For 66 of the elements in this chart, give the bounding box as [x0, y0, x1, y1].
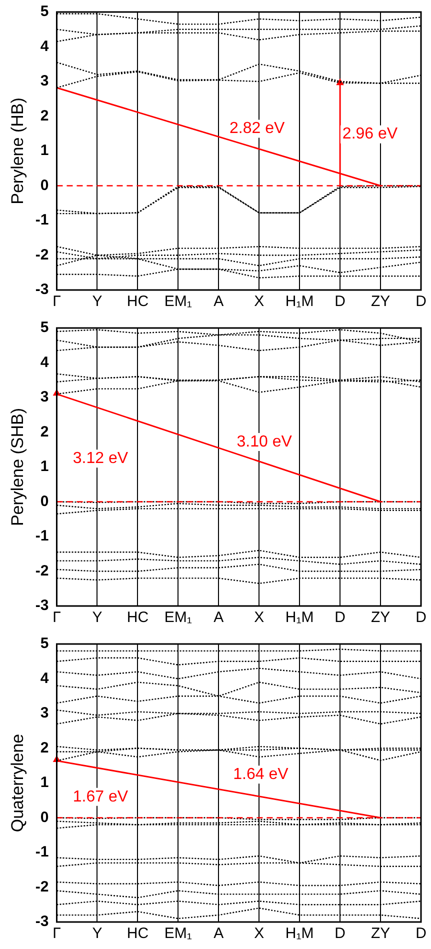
- y-tick-label: 5: [40, 635, 49, 652]
- y-tick-label: 0: [40, 492, 49, 510]
- x-tick-label: D: [416, 925, 427, 942]
- annotation: 1.67 eV: [72, 788, 128, 806]
- annotation: 3.12 eV: [72, 450, 128, 468]
- x-tick-label: D: [334, 609, 346, 626]
- x-tick-label: Y: [92, 293, 102, 310]
- x-tick-label: X: [254, 293, 264, 310]
- x-tick-label: EM₁: [164, 293, 192, 310]
- y-tick-label: 1: [40, 142, 49, 160]
- annotation: 2.96 eV: [342, 126, 398, 143]
- x-tick-label: ZY: [370, 925, 390, 942]
- y-tick-label: 3: [40, 704, 49, 722]
- y-tick-label: -2: [35, 562, 49, 580]
- y-axis-title: Perylene (SHB): [8, 408, 27, 526]
- x-tick-label: X: [254, 925, 264, 942]
- x-tick-label: HC: [126, 293, 149, 310]
- x-tick-label: A: [214, 609, 224, 626]
- y-tick-label: 0: [40, 808, 49, 826]
- y-tick-label: 5: [40, 319, 49, 336]
- x-tick-label: ZY: [370, 609, 390, 626]
- y-tick-label: 2: [40, 423, 49, 440]
- y-tick-label: -1: [35, 844, 49, 861]
- x-tick-label: H₁M: [285, 293, 314, 310]
- y-tick-label: 4: [40, 38, 50, 55]
- y-axis-title: Perylene (HB): [8, 98, 27, 204]
- x-tick-label: HC: [126, 609, 149, 626]
- x-tick-label: H₁M: [285, 609, 314, 626]
- y-tick-label: -1: [35, 528, 49, 545]
- y-tick-label: 5: [40, 3, 49, 20]
- x-tick-label: Y: [92, 609, 102, 626]
- annotation: 2.82 eV: [230, 120, 285, 138]
- y-tick-label: 1: [40, 774, 49, 792]
- x-tick-label: A: [214, 293, 224, 310]
- x-tick-label: D: [416, 293, 427, 310]
- y-tick-label: 3: [40, 72, 49, 90]
- annotation: 3.10 eV: [236, 433, 292, 450]
- x-tick-label: HC: [126, 925, 149, 942]
- x-tick-label: A: [214, 925, 224, 942]
- x-tick-label: X: [254, 609, 264, 626]
- y-tick-label: 2: [40, 107, 49, 124]
- x-tick-label: D: [416, 609, 427, 626]
- y-tick-label: 1: [40, 458, 49, 476]
- x-tick-label: D: [334, 925, 346, 942]
- x-tick-label: Y: [92, 925, 102, 942]
- x-tick-label: Γ: [52, 925, 61, 942]
- x-tick-label: EM₁: [164, 925, 192, 942]
- y-tick-label: -2: [35, 878, 49, 896]
- y-tick-label: 0: [40, 176, 49, 194]
- x-tick-label: D: [334, 293, 346, 310]
- y-tick-label: -3: [35, 597, 49, 614]
- y-tick-label: -1: [35, 212, 49, 229]
- y-tick-label: 4: [40, 670, 50, 687]
- y-tick-label: -3: [35, 281, 49, 298]
- y-tick-label: 3: [40, 388, 49, 406]
- y-axis-title: Quaterrylene: [8, 734, 27, 832]
- annotation: 1.64 eV: [233, 766, 289, 784]
- y-tick-label: 2: [40, 739, 49, 756]
- y-tick-label: 4: [40, 354, 50, 371]
- x-tick-label: Γ: [52, 609, 61, 626]
- y-tick-label: -2: [35, 246, 49, 264]
- x-tick-label: EM₁: [164, 609, 192, 626]
- x-tick-label: ZY: [370, 293, 390, 310]
- y-tick-label: -3: [35, 913, 49, 930]
- x-tick-label: Γ: [52, 293, 61, 310]
- x-tick-label: H₁M: [285, 925, 314, 942]
